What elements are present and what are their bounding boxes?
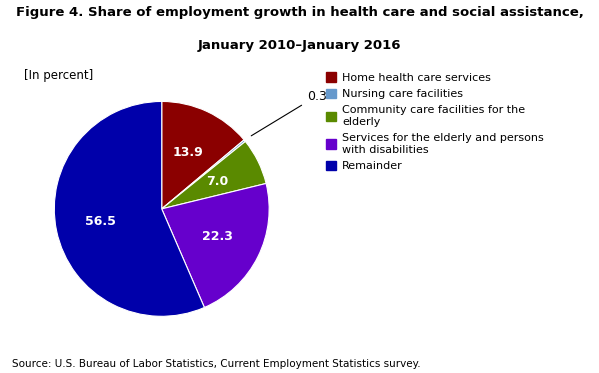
Wedge shape xyxy=(162,101,244,209)
Wedge shape xyxy=(162,141,266,209)
Legend: Home health care services, Nursing care facilities, Community care facilities fo: Home health care services, Nursing care … xyxy=(323,69,547,175)
Text: 7.0: 7.0 xyxy=(207,175,229,188)
Text: 0.3: 0.3 xyxy=(251,90,326,136)
Text: Figure 4. Share of employment growth in health care and social assistance,: Figure 4. Share of employment growth in … xyxy=(16,6,583,19)
Wedge shape xyxy=(162,140,246,209)
Text: 22.3: 22.3 xyxy=(202,230,233,243)
Text: Source: U.S. Bureau of Labor Statistics, Current Employment Statistics survey.: Source: U.S. Bureau of Labor Statistics,… xyxy=(12,359,420,369)
Text: 13.9: 13.9 xyxy=(173,146,204,159)
Text: January 2010–January 2016: January 2010–January 2016 xyxy=(198,39,401,52)
Text: 56.5: 56.5 xyxy=(85,215,116,228)
Wedge shape xyxy=(162,184,269,307)
Text: [In percent]: [In percent] xyxy=(24,69,93,82)
Wedge shape xyxy=(55,101,204,316)
